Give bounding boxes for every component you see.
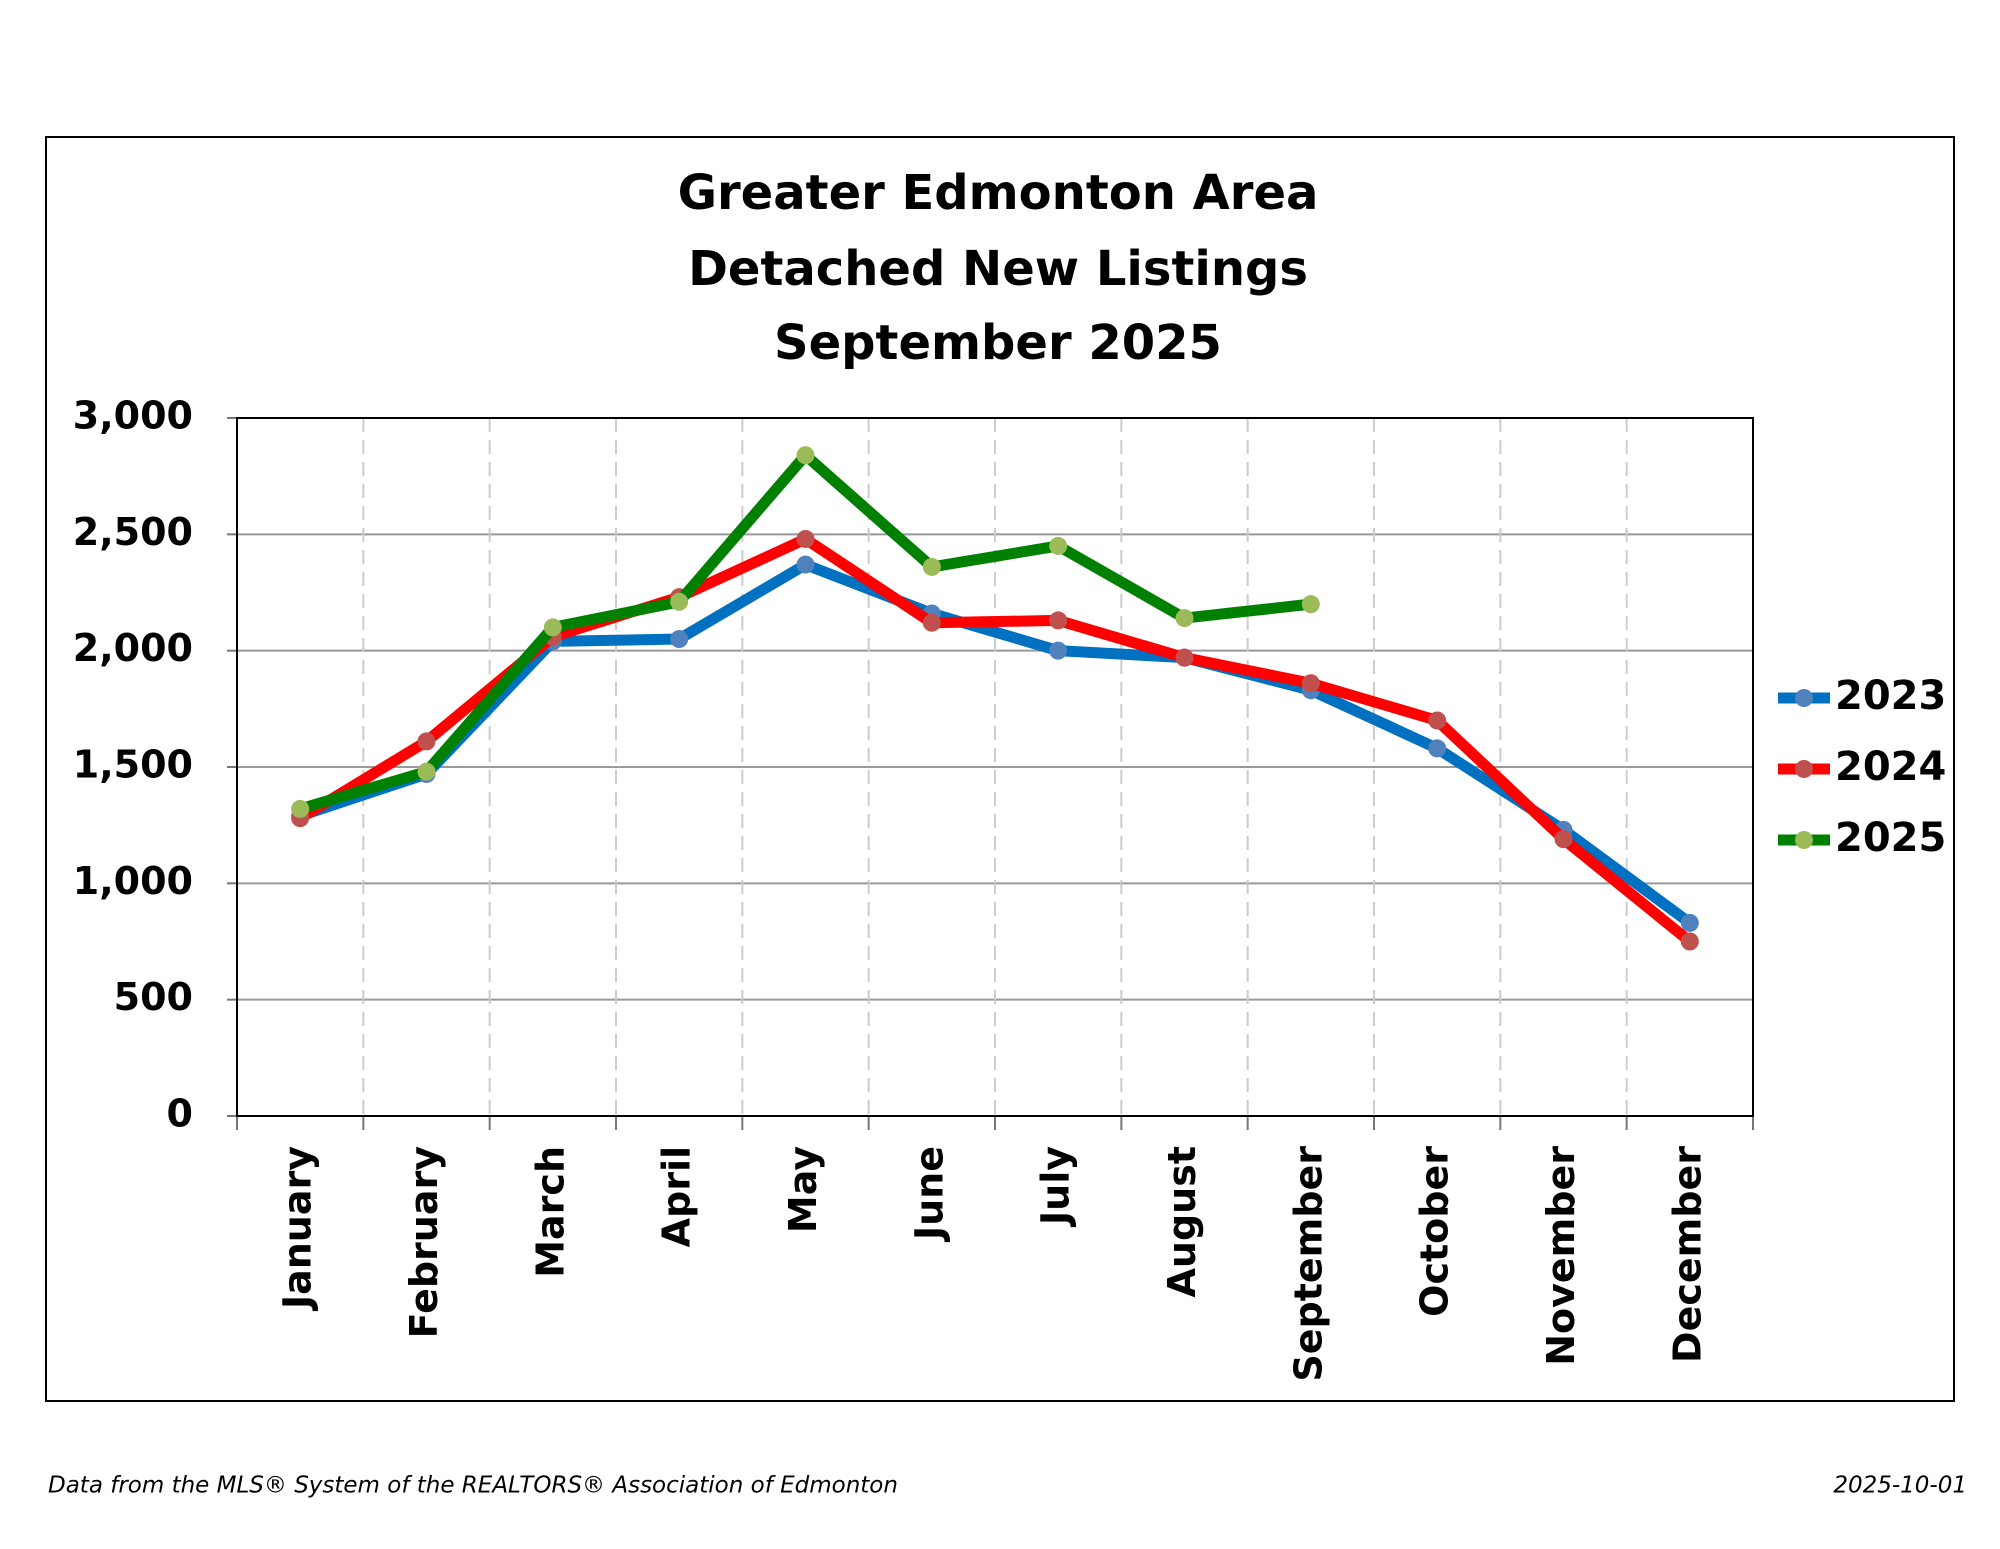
y-tick-label: 1,500 (73, 743, 193, 787)
x-tick-label: August (1160, 1146, 1204, 1298)
data-point (1301, 595, 1320, 614)
y-tick-label: 0 (167, 1092, 193, 1136)
x-tick-label: June (907, 1146, 951, 1243)
data-point (291, 799, 310, 818)
data-point (796, 555, 815, 574)
source-note: Data from the MLS® System of the REALTOR… (48, 1473, 898, 1499)
y-tick-label: 2,000 (73, 626, 193, 670)
data-point (922, 613, 941, 632)
y-tick-label: 1,000 (73, 859, 193, 903)
x-tick-label: March (528, 1146, 572, 1278)
legend-marker (1795, 760, 1813, 778)
data-point (1554, 830, 1573, 849)
data-point (417, 732, 436, 751)
y-tick-label: 3,000 (73, 394, 193, 438)
y-tick-label: 2,500 (73, 510, 193, 554)
data-point (796, 529, 815, 548)
x-tick-label: October (1413, 1146, 1457, 1317)
data-point (670, 630, 689, 649)
data-point (1049, 536, 1068, 555)
chart-frame (45, 136, 1955, 1402)
x-tick-label: November (1539, 1146, 1583, 1366)
x-tick-label: April (655, 1146, 699, 1247)
chart-title: September 2025 (774, 315, 1222, 371)
x-tick-label: February (402, 1146, 446, 1339)
data-point (1175, 609, 1194, 628)
data-point (417, 762, 436, 781)
chart-title: Detached New Listings (688, 241, 1308, 297)
data-point (1301, 674, 1320, 693)
data-point (1049, 611, 1068, 630)
data-point (543, 618, 562, 637)
legend-marker (1795, 689, 1813, 707)
data-point (670, 592, 689, 611)
x-tick-label: July (1034, 1146, 1078, 1228)
chart-title: Greater Edmonton Area (678, 165, 1319, 221)
x-tick-label: January (276, 1146, 320, 1312)
data-point (922, 557, 941, 576)
data-point (796, 446, 815, 465)
legend-label: 2024 (1835, 744, 1946, 790)
data-point (1680, 932, 1699, 951)
date-note: 2025-10-01 (1833, 1473, 1967, 1499)
x-tick-label: December (1665, 1146, 1709, 1363)
data-point (1428, 739, 1447, 758)
legend-marker (1795, 831, 1813, 849)
plot-area (236, 417, 1754, 1117)
data-point (1680, 913, 1699, 932)
data-point (1175, 648, 1194, 667)
legend-label: 2025 (1835, 815, 1946, 861)
x-tick-label: May (781, 1146, 825, 1233)
y-tick-label: 500 (114, 975, 193, 1019)
legend-label: 2023 (1835, 673, 1946, 719)
x-tick-label: September (1286, 1146, 1330, 1382)
series-line (298, 559, 1694, 928)
data-point (1049, 641, 1068, 660)
data-point (1428, 711, 1447, 730)
